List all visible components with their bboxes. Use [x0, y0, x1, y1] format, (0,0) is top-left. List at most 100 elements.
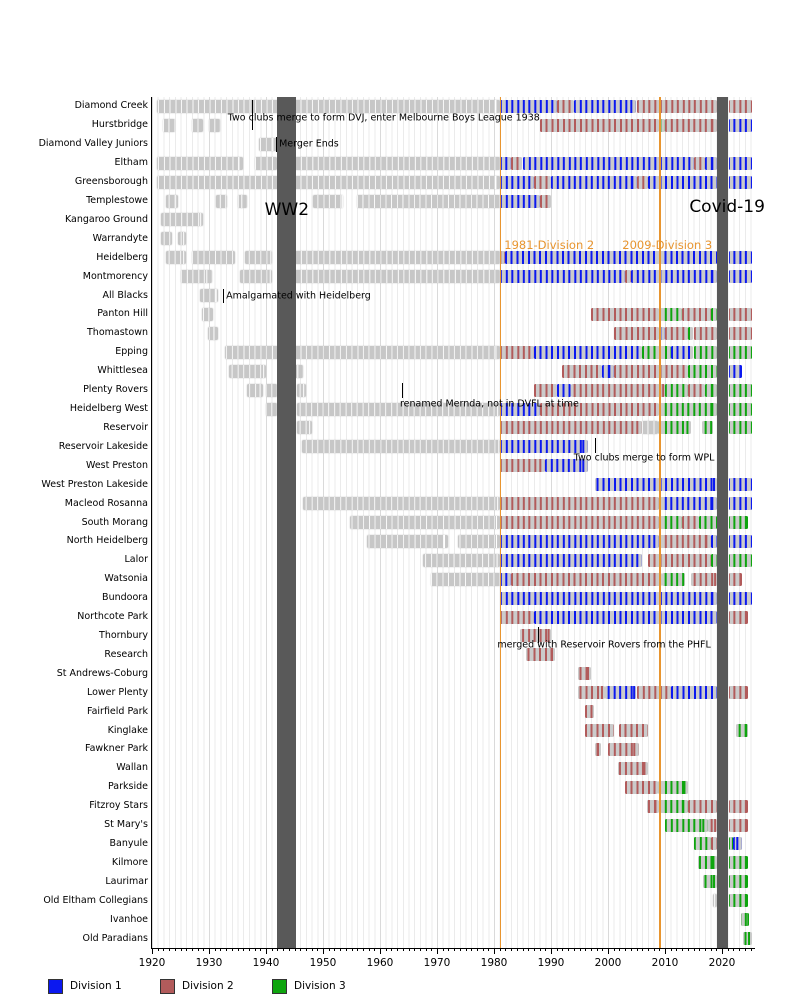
- timeline-bar-division-3: [659, 402, 718, 416]
- timeline-bar-division-1: [499, 156, 512, 170]
- timeline-bar-division-3: [659, 118, 665, 132]
- club-label: Heidelberg West: [69, 403, 148, 415]
- x-axis-minor-tick: [277, 948, 279, 951]
- timeline-bar-division-1: [659, 326, 665, 340]
- timeline-bar-no-division: [266, 383, 278, 397]
- timeline-bar-no-division: [209, 118, 221, 132]
- x-axis-minor-tick: [237, 948, 239, 951]
- timeline-bar-division-1: [522, 156, 694, 170]
- x-axis-minor-tick: [180, 948, 182, 951]
- club-label: Reservoir Lakeside: [58, 440, 148, 452]
- club-label: Fawkner Park: [84, 743, 148, 755]
- timeline-bar-division-1: [499, 402, 540, 416]
- x-axis-minor-tick: [231, 948, 233, 951]
- timeline-bar-no-division: [246, 383, 264, 397]
- x-axis-minor-tick: [562, 948, 564, 951]
- x-axis-minor-tick: [362, 948, 364, 951]
- timeline-bar-division-1: [728, 175, 753, 189]
- x-axis-minor-tick: [556, 948, 558, 951]
- timeline-bar-division-2: [682, 307, 711, 321]
- timeline-bar-division-2: [710, 837, 718, 851]
- x-axis-minor-tick: [283, 948, 285, 951]
- timeline-bar-division-3: [702, 421, 714, 435]
- timeline-bar-no-division: [713, 894, 718, 908]
- x-axis-minor-tick: [522, 948, 524, 951]
- x-axis-minor-tick: [243, 948, 245, 951]
- club-label: Fitzroy Stars: [89, 800, 148, 812]
- x-axis-minor-tick: [385, 948, 387, 951]
- x-axis-minor-tick: [625, 948, 627, 951]
- timeline-bar-division-2: [499, 251, 506, 265]
- club-label: Panton Hill: [97, 308, 148, 320]
- decade-gridline: [266, 97, 267, 948]
- timeline-bar-division-3: [693, 837, 711, 851]
- club-label: Ivanhoe: [110, 913, 148, 925]
- x-axis-minor-tick: [465, 948, 467, 951]
- timeline-bar-division-3: [704, 383, 718, 397]
- timeline-bar-division-1: [728, 497, 753, 511]
- x-axis-minor-tick: [511, 948, 513, 951]
- timeline-bar-division-2: [682, 516, 700, 529]
- timeline-bar-division-1: [728, 118, 753, 132]
- club-label: Northcote Park: [77, 611, 148, 623]
- timeline-bar-division-3: [728, 856, 748, 870]
- timeline-bar-no-division: [237, 194, 247, 208]
- timeline-bar-division-3: [728, 421, 753, 435]
- decade-gridline: [209, 97, 210, 948]
- timeline-bar-division-2: [619, 724, 648, 738]
- timeline-bar-division-1: [499, 99, 557, 113]
- timeline-bar-division-2: [728, 818, 748, 832]
- x-axis-minor-tick: [579, 948, 581, 951]
- x-axis-tick-label: 1960: [366, 957, 394, 969]
- timeline-bar-division-1: [545, 459, 589, 473]
- x-axis-minor-tick: [744, 948, 746, 951]
- x-axis-minor-tick: [704, 948, 706, 951]
- timeline-bar-division-1: [704, 156, 718, 170]
- timeline-bar-no-division: [297, 402, 500, 416]
- division-line-label-2009: 2009-Division 3: [622, 238, 713, 252]
- timeline-bar-division-2: [585, 724, 614, 738]
- legend-label-division-3: Division 3: [294, 980, 346, 992]
- x-axis-tick-label: 1990: [537, 957, 565, 969]
- timeline-bar-no-division: [160, 213, 204, 227]
- club-label: Reservoir: [103, 421, 148, 433]
- x-axis-minor-tick: [516, 948, 518, 951]
- x-axis-minor-tick: [260, 948, 262, 951]
- timeline-bar-division-2: [665, 326, 688, 340]
- x-axis-minor-tick: [676, 948, 678, 951]
- x-axis-minor-tick: [323, 948, 324, 954]
- timeline-bar-division-2: [539, 118, 660, 132]
- x-axis-minor-tick: [630, 948, 632, 951]
- timeline-bar-division-2: [577, 686, 606, 700]
- x-axis-minor-tick: [197, 948, 199, 951]
- x-axis-minor-tick: [300, 948, 302, 951]
- timeline-bar-division-2: [636, 99, 718, 113]
- timeline-bar-division-3: [728, 894, 748, 908]
- timeline-bar-division-3: [728, 402, 753, 416]
- x-axis-minor-tick: [431, 948, 433, 951]
- timeline-bar-division-2: [577, 667, 591, 681]
- club-label: St Mary's: [104, 819, 148, 831]
- timeline-bar-division-3: [728, 553, 753, 567]
- timeline-bar-division-1: [499, 194, 540, 208]
- annotation-text: Two clubs merge to form WPL: [573, 452, 715, 464]
- timeline-bar-division-2: [636, 686, 671, 700]
- timeline-bar-no-division: [156, 99, 500, 113]
- timeline-bar-division-1: [728, 251, 753, 265]
- timeline-bar-division-1: [728, 156, 753, 170]
- x-axis-minor-tick: [419, 948, 421, 951]
- club-label: West Preston: [86, 459, 148, 471]
- timeline-bar-division-3: [743, 932, 752, 946]
- division-line-1981: [499, 97, 502, 948]
- timeline-bar-no-division: [642, 421, 659, 435]
- timeline-bar-no-division: [207, 326, 219, 340]
- timeline-bar-no-division: [297, 421, 312, 435]
- x-axis-minor-tick: [454, 948, 456, 951]
- legend-swatch-division-2: [160, 979, 175, 994]
- x-axis-minor-tick: [271, 948, 273, 951]
- timeline-bar-division-1: [630, 270, 718, 284]
- timeline-bar-division-2: [613, 326, 660, 340]
- club-label: Heidelberg: [96, 251, 148, 263]
- x-axis-minor-tick: [482, 948, 484, 951]
- x-axis-minor-tick: [590, 948, 592, 951]
